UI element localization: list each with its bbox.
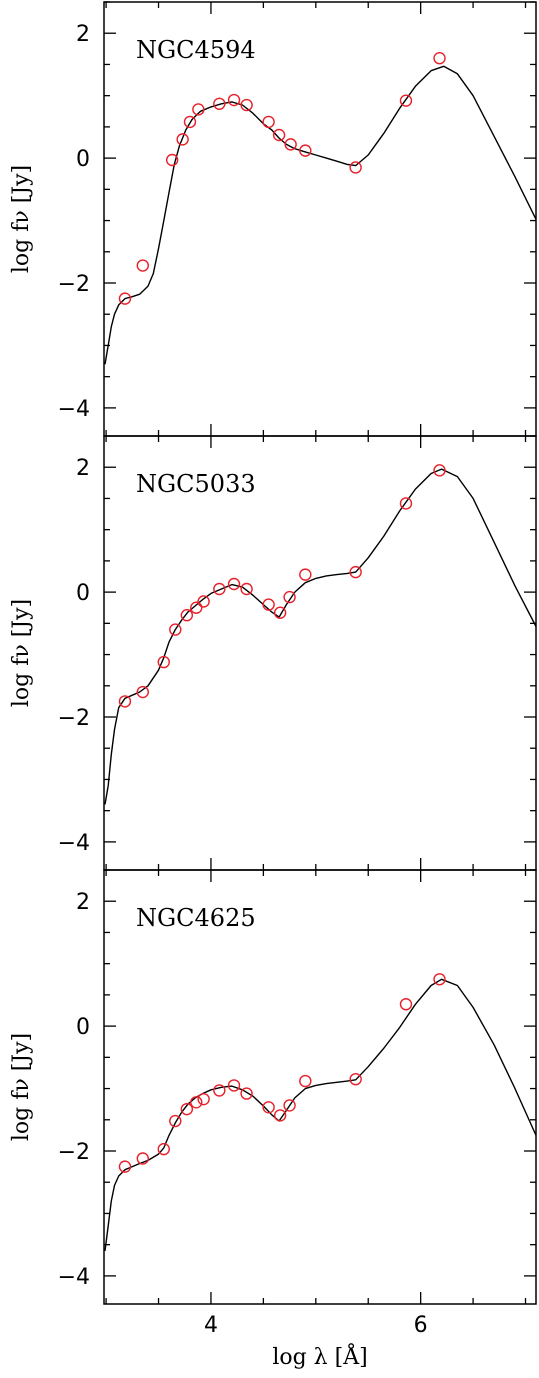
observed-point (169, 1114, 182, 1128)
observed-point (180, 1102, 194, 1116)
y-tick-label: −4 (58, 831, 90, 856)
model-sed-line (104, 468, 537, 805)
observed-point (299, 144, 312, 157)
plot-frame (103, 1, 537, 437)
panel-title: NGC5033 (136, 470, 256, 498)
observed-point (213, 1084, 226, 1097)
observed-point (169, 623, 182, 636)
observed-point (192, 103, 205, 116)
observed-point (299, 568, 312, 581)
observed-point (118, 1160, 132, 1173)
observed-point (180, 609, 194, 622)
observed-point (284, 138, 297, 151)
y-tick-label: −4 (58, 397, 90, 422)
observed-point (136, 259, 149, 272)
y-tick-label: 2 (76, 22, 90, 47)
y-tick-label: −4 (58, 1265, 90, 1290)
observed-point (240, 582, 253, 596)
x-tick-label: 6 (414, 1313, 428, 1338)
observed-point (299, 1074, 312, 1088)
observed-point (136, 685, 149, 699)
y-tick-label: 2 (76, 456, 90, 481)
observed-point (283, 590, 296, 604)
plot-frame (103, 435, 537, 871)
observed-point (183, 115, 197, 129)
observed-point (262, 115, 275, 129)
y-axis-label: log fν [Jy] (9, 599, 34, 707)
observed-point (433, 464, 446, 477)
panel-ngc5033: −4 −2 0 2 log fν [Jy] NGC5033 (9, 435, 537, 871)
observed-point (213, 97, 226, 110)
observed-point (240, 1087, 253, 1100)
observed-point (118, 292, 132, 305)
y-tick-label: 0 (76, 581, 90, 606)
x-tick-label: 4 (204, 1313, 218, 1338)
observed-point (157, 1142, 170, 1156)
observed-point (272, 128, 286, 142)
observed-point (227, 93, 241, 107)
plot-frame (103, 869, 537, 1305)
y-tick-label: −2 (58, 272, 90, 297)
y-tick-label: 2 (76, 890, 90, 915)
observed-point (213, 582, 226, 596)
observed-point (176, 133, 189, 146)
y-tick-label: −2 (58, 1140, 90, 1165)
panel-ngc4625: −4 −2 0 2 log fν [Jy] NGC4625 4 6 log λ [Å] (9, 869, 537, 1370)
observed-point (399, 94, 413, 107)
y-axis-label: log fν [Jy] (9, 165, 34, 273)
observed-point (349, 161, 362, 174)
y-tick-label: −2 (58, 706, 90, 731)
observed-point (273, 606, 287, 619)
model-sed-line (104, 978, 537, 1251)
observed-point (240, 98, 253, 112)
observed-point (399, 497, 413, 510)
observed-point (433, 52, 446, 65)
observed-point (118, 695, 132, 708)
y-tick-label: 0 (76, 147, 90, 172)
panel-title: NGC4625 (136, 904, 256, 932)
observed-point (197, 1092, 210, 1106)
x-axis-label: log λ [Å] (272, 1342, 367, 1370)
observed-point (157, 655, 170, 669)
observed-point (349, 1072, 362, 1086)
observed-point (227, 577, 241, 591)
y-tick-label: 0 (76, 1015, 90, 1040)
y-axis-label: log fν [Jy] (9, 1033, 34, 1141)
observed-point (197, 595, 210, 608)
observed-point (283, 1099, 296, 1112)
observed-point (262, 1101, 275, 1114)
observed-point (136, 1152, 149, 1165)
observed-point (349, 565, 362, 579)
observed-point (190, 1096, 203, 1109)
panel-title: NGC4594 (136, 36, 256, 64)
model-sed-line (104, 65, 537, 365)
observed-point (399, 998, 413, 1011)
observed-point (165, 153, 179, 167)
panel-ngc4594: −4 −2 0 2 log fν [Jy] NGC4594 (9, 1, 537, 437)
observed-point (190, 601, 203, 614)
observed-point (433, 973, 446, 986)
observed-point (262, 598, 275, 611)
observed-point (273, 1109, 287, 1122)
observed-point (227, 1079, 241, 1092)
